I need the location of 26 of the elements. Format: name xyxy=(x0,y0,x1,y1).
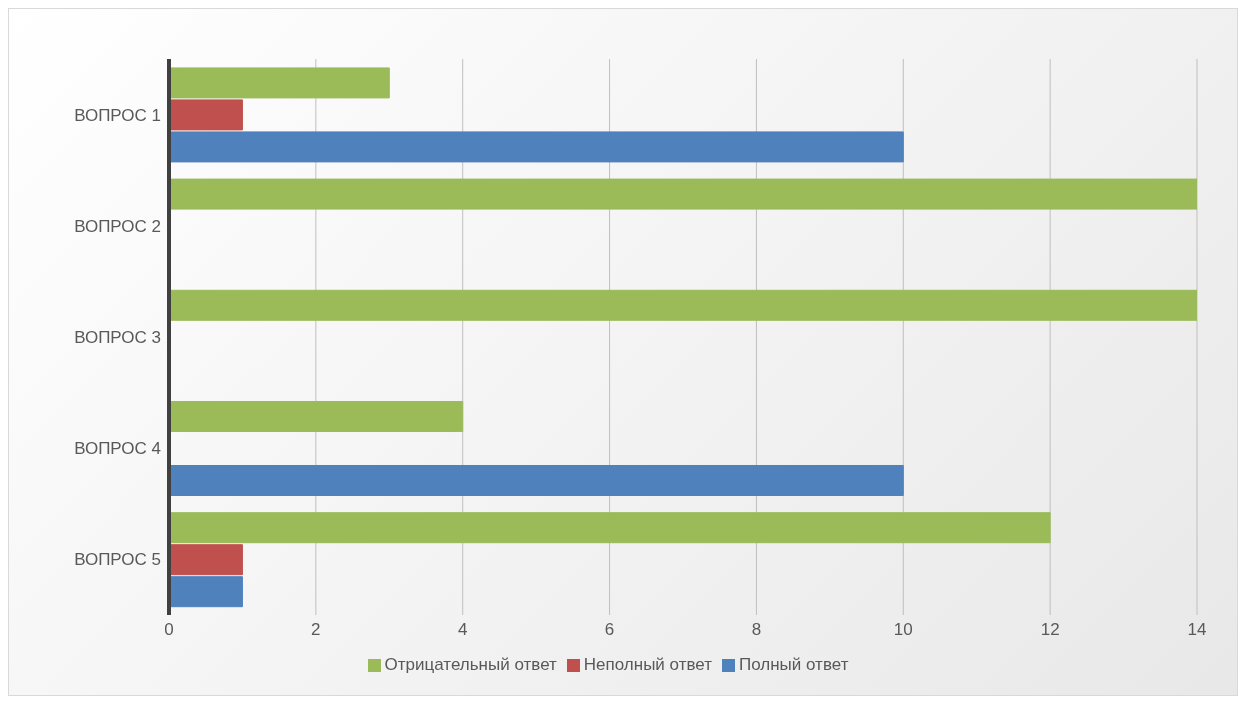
legend-label: Неполный ответ xyxy=(583,655,712,674)
y-tick-label: ВОПРОС 1 xyxy=(74,105,161,125)
x-tick-label: 12 xyxy=(1040,620,1060,640)
y-tick-label: ВОПРОС 3 xyxy=(74,328,161,348)
bar xyxy=(169,131,904,163)
x-tick-label: 4 xyxy=(457,620,468,640)
x-tick-label: 8 xyxy=(751,620,762,640)
x-tick-label: 0 xyxy=(164,620,174,640)
x-tick-label: 14 xyxy=(1187,620,1207,640)
x-tick-label: 6 xyxy=(604,620,615,640)
bar xyxy=(169,576,243,608)
bar xyxy=(169,67,390,99)
legend-label: Полный ответ xyxy=(738,655,849,674)
bar xyxy=(169,512,1051,544)
bar xyxy=(169,401,464,432)
y-tick-label: ВОПРОС 5 xyxy=(74,550,161,570)
bar xyxy=(169,544,243,576)
bar xyxy=(169,99,243,131)
x-tick-label: 10 xyxy=(893,620,913,640)
bar xyxy=(169,178,1197,210)
y-tick-label: ВОПРОС 4 xyxy=(74,439,161,459)
bar xyxy=(169,289,1197,321)
y-tick-label: ВОПРОС 2 xyxy=(74,216,161,236)
bar xyxy=(169,465,904,496)
legend-label: Отрицательный ответ xyxy=(384,655,557,674)
x-tick-label: 2 xyxy=(311,620,321,640)
